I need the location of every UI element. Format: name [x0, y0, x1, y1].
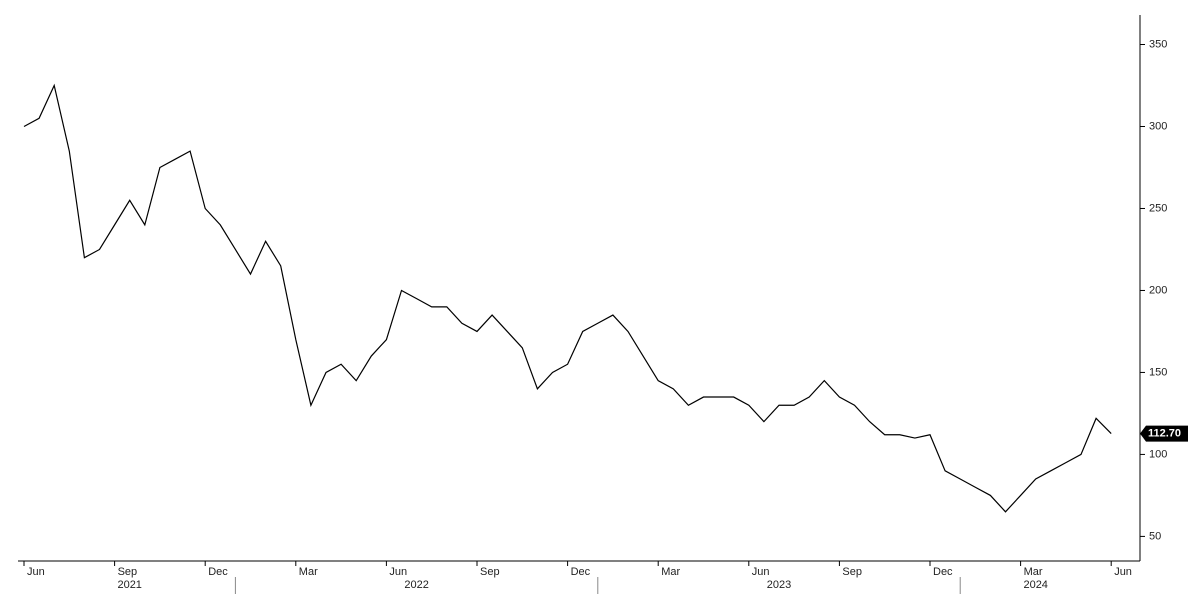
x-tick-label: Dec	[208, 566, 228, 578]
year-label: 2023	[767, 579, 791, 591]
x-tick-label: Mar	[1024, 566, 1043, 578]
x-tick-label: Mar	[661, 566, 680, 578]
x-tick-label: Mar	[299, 566, 318, 578]
y-tick-label: 300	[1149, 120, 1167, 132]
y-tick-label: 200	[1149, 284, 1167, 296]
price-line	[23, 83, 1112, 513]
y-tick-label: 250	[1149, 202, 1167, 214]
y-tick-label: 100	[1149, 448, 1167, 460]
year-label: 2024	[1023, 579, 1047, 591]
last-value-tag	[1140, 425, 1188, 442]
last-value-label: 112.70	[1148, 428, 1181, 440]
x-tick-label: Dec	[571, 566, 591, 578]
y-tick-label: 150	[1149, 366, 1167, 378]
year-label: 2022	[404, 579, 428, 591]
x-tick-label: Jun	[389, 566, 407, 578]
x-tick-label: Sep	[118, 566, 138, 578]
x-tick-label: Jun	[1114, 566, 1132, 578]
x-tick-label: Sep	[480, 566, 500, 578]
x-tick-label: Sep	[842, 566, 862, 578]
year-label: 2021	[117, 579, 141, 591]
x-tick-label: Jun	[27, 566, 45, 578]
y-tick-label: 350	[1149, 38, 1167, 50]
x-tick-label: Jun	[752, 566, 770, 578]
y-tick-label: 50	[1149, 530, 1161, 542]
x-tick-label: Dec	[933, 566, 953, 578]
